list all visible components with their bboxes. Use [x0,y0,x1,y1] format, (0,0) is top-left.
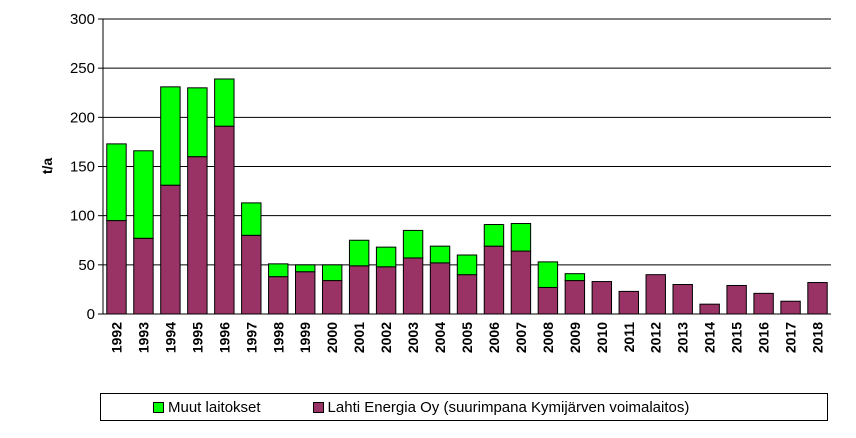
x-tick-label: 1996 [216,322,232,353]
bar-segment-muut-2002 [375,246,397,268]
bar-segment-lahti-1997 [241,234,262,315]
x-tick-label: 2012 [648,322,664,353]
bar-segment-muut-2004 [429,245,451,264]
bar-segment-lahti-2009 [564,280,586,315]
x-tick-label: 2000 [324,322,340,353]
y-tick-label: 0 [87,306,95,323]
gridlines [103,18,831,266]
x-tick-label: 1995 [189,322,205,353]
y-tick-label: 250 [70,60,95,77]
x-tick-label: 2004 [432,322,448,353]
bar-segment-lahti-2005 [456,274,478,315]
x-tick-label: 2010 [594,322,610,353]
bar-segment-lahti-1999 [295,271,316,315]
bar-segment-lahti-1993 [133,237,154,315]
bar-segment-muut-1998 [268,263,289,278]
bar-segment-lahti-2015 [726,284,747,315]
bar-segment-lahti-1995 [187,156,208,315]
bar-segment-lahti-2011 [618,290,639,315]
bar-segment-lahti-2010 [591,281,613,315]
bar-segment-muut-2009 [564,273,586,282]
bar-segment-lahti-2008 [537,286,559,315]
bar-segment-lahti-2000 [321,280,343,315]
bar-segment-muut-2000 [321,264,343,282]
y-tick-label: 100 [70,208,95,225]
bar-segment-muut-1999 [295,264,316,273]
x-tick-label: 2017 [783,322,799,353]
x-tick-label: 2011 [621,322,637,353]
legend-item-muut: Muut laitokset [153,399,261,416]
legend-item-lahti: Lahti Energia Oy (suurimpana Kymijärven … [312,398,690,416]
bar-segment-lahti-2012 [645,274,666,315]
x-tick-label: 2015 [729,322,745,353]
y-tick-label: 150 [70,159,95,176]
x-tick-label: 1993 [135,322,151,353]
bar-segment-lahti-1998 [268,276,289,315]
bar-segment-muut-1994 [160,86,181,186]
y-axis-label: t/a [39,158,55,175]
bar-segment-muut-2006 [483,224,505,247]
bar-segment-muut-1996 [214,78,235,127]
y-tick-labels: 0 50 100 150 200 250 300 [70,11,95,323]
x-tick-labels: 1992 1993 1994 1995 1996 1997 1998 1999 2000 2001… [108,322,825,353]
legend-swatch-green [153,401,164,413]
legend-label-lahti: Lahti Energia Oy (suurimpana Kymijärven … [327,398,690,416]
legend: Muut laitokset Lahti Energia Oy (suurimp… [100,393,828,421]
bar-segment-lahti-2018 [807,282,828,315]
x-tick-label: 2016 [756,322,772,353]
bar-segment-lahti-2002 [375,266,397,315]
x-tick-label: 2007 [513,322,529,353]
x-tick-label: 1998 [270,322,286,353]
x-tick-label: 2013 [675,322,691,353]
y-tick-label: 200 [70,109,95,126]
bar-segment-muut-2001 [348,239,370,267]
x-tick-label: 2001 [351,322,367,353]
x-tick-label: 2009 [567,322,583,353]
legend-label-muut: Muut laitokset [168,398,261,416]
bars [106,78,828,315]
y-tick-label: 50 [78,257,95,274]
bar-segment-muut-2005 [456,254,478,276]
x-tick-label: 1999 [297,322,313,353]
x-tick-label: 2002 [378,322,394,353]
x-tick-label: 2006 [486,322,502,353]
bar-segment-lahti-2007 [510,250,532,315]
x-tick-label: 2003 [405,322,421,353]
bar-segment-lahti-2006 [483,245,505,315]
bar-segment-lahti-2003 [402,257,424,315]
x-tick-label: 2014 [702,322,718,353]
bar-segment-muut-2003 [402,229,424,259]
x-tick-label: 1994 [162,322,178,353]
axes [98,18,831,315]
bar-segment-muut-1997 [241,202,262,236]
bar-segment-muut-1992 [106,143,127,222]
bar-segment-lahti-1994 [160,184,181,315]
y-tick-label: 300 [70,11,95,28]
bar-segment-lahti-1992 [106,220,127,315]
legend-swatch-purple [312,401,324,413]
x-tick-label: 2005 [459,322,475,353]
x-tick-label: 1997 [243,322,259,353]
bar-segment-lahti-1996 [214,125,235,315]
x-tick-label: 2008 [540,322,556,353]
bar-segment-lahti-2016 [753,292,774,315]
bar-segment-lahti-2001 [348,265,370,315]
bar-segment-muut-1995 [187,87,208,158]
bar-segment-muut-1993 [133,150,154,239]
bar-segment-lahti-2017 [780,300,801,315]
x-tick-label: 2018 [810,322,826,353]
bar-segment-lahti-2004 [429,262,451,315]
x-tick-label: 1992 [108,322,124,353]
bar-segment-lahti-2013 [672,284,693,315]
bar-segment-muut-2008 [537,261,559,288]
bar-segment-lahti-2014 [699,303,720,315]
bar-segment-muut-2007 [510,223,532,252]
